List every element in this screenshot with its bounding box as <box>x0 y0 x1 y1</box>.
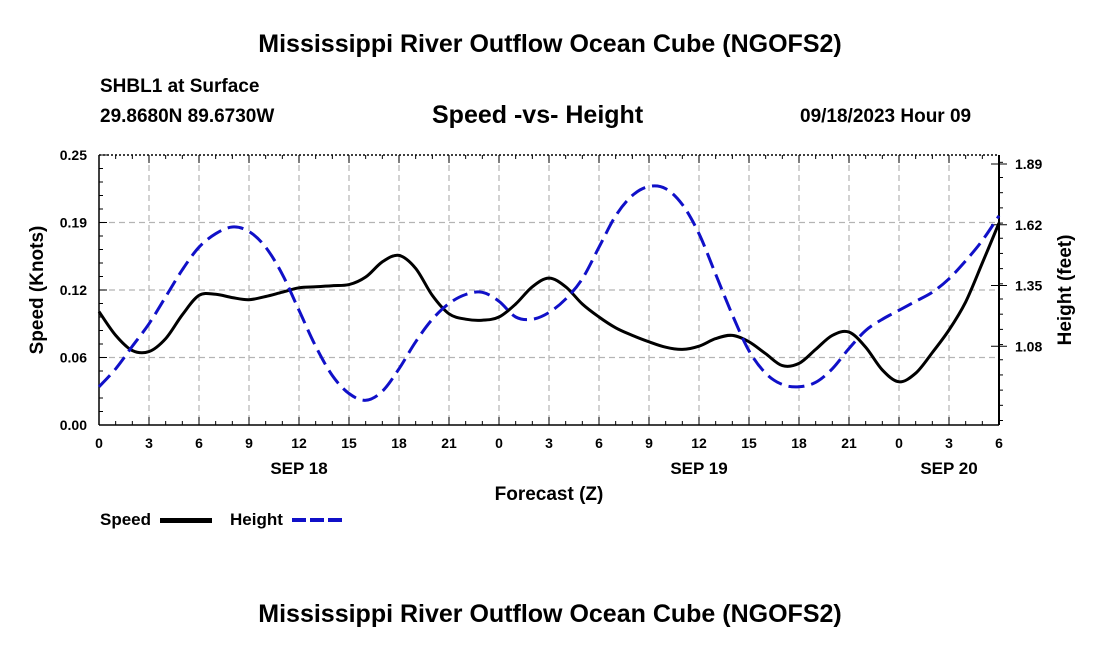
axes <box>98 154 1007 426</box>
x-tick-label: 12 <box>691 435 707 451</box>
station-coords: 29.8680N 89.6730W <box>100 106 275 127</box>
chart-title: Mississippi River Outflow Ocean Cube (NG… <box>258 30 842 58</box>
tick-labels: 0 3 6 9 12 15 18 21 0 3 6 9 12 15 18 21 0 3 6 SEP 18 SEP 19 S… <box>60 147 1043 478</box>
x-tick-label: 18 <box>391 435 407 451</box>
x-tick-label: 15 <box>741 435 757 451</box>
y2-tick-label: 1.89 <box>1015 156 1042 172</box>
x-tick-label: 3 <box>545 435 553 451</box>
speed-height-chart: 0 3 6 9 12 15 18 21 0 3 6 9 12 15 18 21 0 3 6 SEP 18 SEP 19 S… <box>27 147 1076 505</box>
x-tick-label: 21 <box>841 435 857 451</box>
y-tick-label: 0.06 <box>60 350 87 366</box>
date-label: SEP 18 <box>270 459 327 478</box>
x-tick-label: 15 <box>341 435 357 451</box>
date-label: SEP 19 <box>670 459 727 478</box>
x-tick-label: 9 <box>245 435 253 451</box>
forecast-datetime: 09/18/2023 Hour 09 <box>800 106 972 127</box>
x-tick-label: 0 <box>95 435 103 451</box>
x-tick-label: 3 <box>145 435 153 451</box>
y2-tick-label: 1.35 <box>1015 278 1042 294</box>
y-tick-label: 0.00 <box>60 417 87 433</box>
chart-subtitle: Speed -vs- Height <box>432 101 644 129</box>
y2-tick-label: 1.08 <box>1015 338 1042 354</box>
data-series <box>97 184 1001 402</box>
x-tick-label: 3 <box>945 435 953 451</box>
x-tick-label: 6 <box>595 435 603 451</box>
x-tick-label: 6 <box>195 435 203 451</box>
date-label: SEP 20 <box>920 459 977 478</box>
x-axis-title: Forecast (Z) <box>495 484 604 505</box>
y-tick-label: 0.25 <box>60 147 87 163</box>
x-tick-label: 6 <box>995 435 1003 451</box>
x-tick-label: 0 <box>895 435 903 451</box>
x-tick-label: 9 <box>645 435 653 451</box>
x-tick-label: 12 <box>291 435 307 451</box>
speed-series-line <box>97 222 1001 384</box>
y-tick-label: 0.19 <box>60 215 87 231</box>
legend-speed-label: Speed <box>100 510 152 529</box>
y2-tick-label: 1.62 <box>1015 217 1042 233</box>
legend-speed-swatch <box>160 518 212 523</box>
height-series-line <box>97 184 1001 402</box>
station-name: SHBL1 at Surface <box>100 76 260 97</box>
y2-axis-title: Height (feet) <box>1055 235 1076 346</box>
x-tick-label: 18 <box>791 435 807 451</box>
legend-height-label: Height <box>230 510 283 529</box>
footer-title: Mississippi River Outflow Ocean Cube (NG… <box>258 600 842 628</box>
x-tick-label: 0 <box>495 435 503 451</box>
x-tick-label: 21 <box>441 435 457 451</box>
y-axis-title: Speed (Knots) <box>27 226 48 355</box>
grid-lines <box>99 155 999 425</box>
y-tick-label: 0.12 <box>60 282 87 298</box>
legend-height-swatch <box>292 518 344 522</box>
